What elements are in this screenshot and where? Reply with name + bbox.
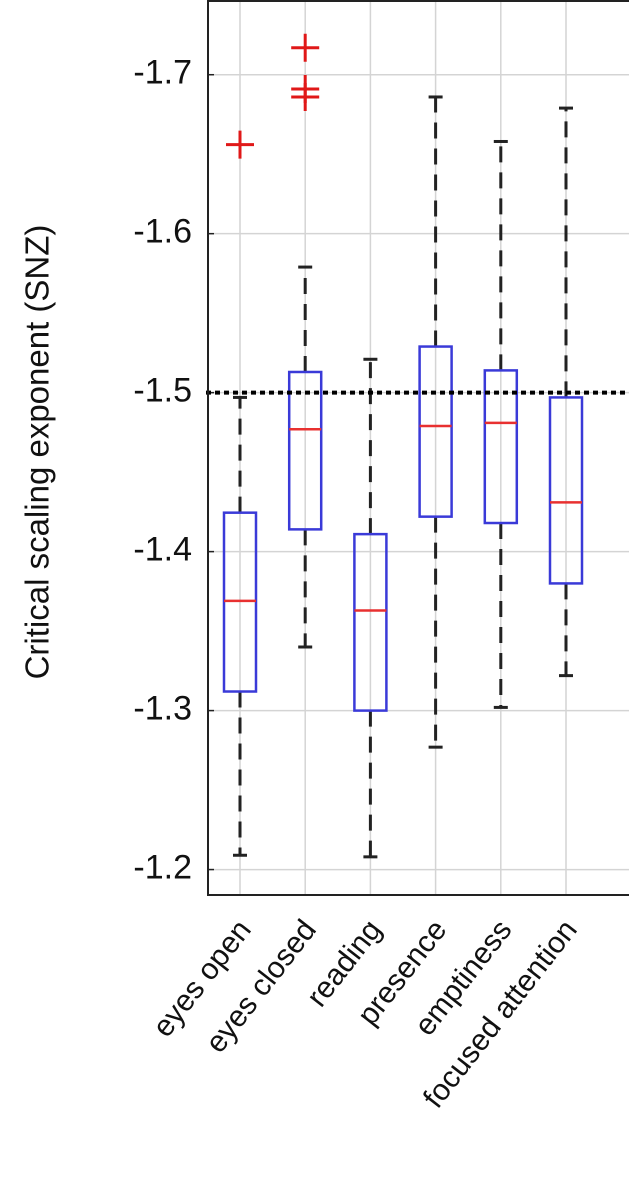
y-tick-label: -1.6: [133, 213, 192, 251]
box: [483, 369, 519, 525]
box: [353, 532, 388, 712]
box: [287, 370, 323, 531]
y-tick-label: -1.5: [133, 372, 192, 410]
outlier: [291, 82, 320, 111]
plot-frame: [207, 0, 629, 896]
y-tick-label: -1.7: [133, 54, 192, 92]
y-axis-label: Critical scaling exponent (SNZ): [19, 225, 56, 680]
outlier: [226, 130, 254, 159]
y-tick-label: -1.2: [133, 849, 192, 887]
y-tick-label: -1.3: [133, 690, 192, 728]
outlier: [291, 33, 320, 62]
box: [548, 396, 584, 585]
y-tick-label: -1.4: [133, 531, 192, 569]
box: [418, 345, 453, 518]
